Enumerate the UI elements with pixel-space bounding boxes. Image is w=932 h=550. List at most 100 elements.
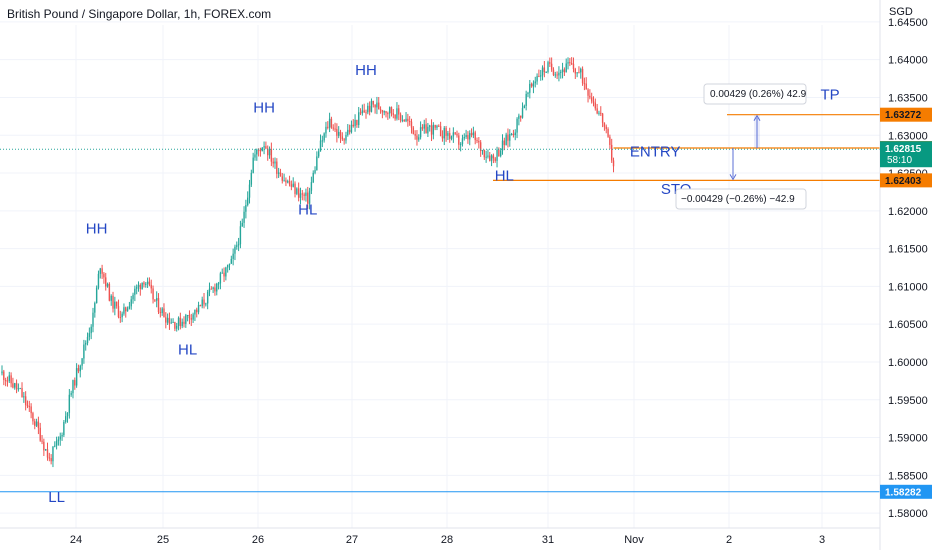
candle-body [459, 144, 462, 146]
candle-body [308, 190, 311, 204]
candle-body [470, 133, 473, 136]
candle-body [343, 139, 345, 141]
candle-body [552, 69, 555, 75]
candle-body [279, 172, 282, 177]
candle-body [214, 287, 216, 292]
candle-body [481, 150, 484, 152]
candle-body [59, 436, 61, 440]
candle-body [259, 150, 262, 152]
candle-body [538, 76, 540, 78]
candle-body [95, 287, 98, 304]
annotation-hl: HL [495, 168, 514, 185]
candle-body [541, 67, 544, 76]
candle-body [388, 107, 391, 114]
stop-price-badge-bg [880, 173, 932, 188]
candle-body [34, 421, 36, 426]
candle-body [378, 102, 380, 110]
candle-body [523, 105, 526, 109]
candle-body [15, 383, 18, 390]
candle-body [114, 301, 116, 309]
candle-body [277, 172, 280, 174]
candle-body [199, 305, 202, 307]
candle-body [352, 124, 354, 127]
candle-body [208, 288, 211, 292]
candle-body [83, 344, 85, 359]
candle-body [170, 322, 172, 324]
tp-measure-box [703, 83, 807, 105]
candle-body [75, 368, 78, 386]
tp-price-badge: 1.63272 [885, 110, 922, 121]
x-tick-label: 2 [726, 534, 732, 546]
candle-body [254, 154, 256, 158]
candle-body [281, 176, 283, 181]
annotation-hl: HL [178, 341, 197, 358]
candle-body [601, 113, 604, 123]
candle-body [108, 283, 111, 301]
candle-body [478, 141, 480, 143]
candle-body [63, 421, 65, 436]
candle-body [399, 114, 402, 121]
candle-body [288, 181, 291, 185]
candle-body [563, 69, 566, 73]
candle-body [126, 308, 129, 312]
candle-body [516, 118, 518, 133]
candle-body [403, 119, 405, 122]
candle-body [421, 127, 424, 129]
candle-body [580, 68, 582, 73]
candle-body [154, 299, 156, 301]
candle-body [529, 83, 531, 93]
candle-body [449, 133, 451, 139]
candle-body [230, 258, 233, 264]
y-tick-label: 1.63000 [888, 130, 928, 142]
candle-body [203, 299, 205, 305]
candle-body [156, 298, 158, 301]
candle-body [441, 136, 444, 139]
candle-body [345, 134, 347, 141]
candle-body [467, 134, 469, 140]
candle-body [407, 118, 409, 122]
candle-body [143, 282, 145, 285]
candle-body [66, 412, 69, 417]
y-tick-label: 1.64000 [888, 55, 928, 67]
candle-body [196, 309, 198, 313]
candle-body [598, 112, 600, 114]
candle-body [327, 126, 329, 128]
candle-body [94, 303, 96, 313]
candle-body [558, 72, 560, 76]
current-price-badge-bg [880, 141, 932, 168]
candle-body [514, 132, 516, 136]
candle-body [48, 457, 51, 459]
candle-body [416, 135, 418, 140]
candle-body [550, 63, 553, 70]
annotation-tp: TP [821, 87, 840, 104]
candle-body [28, 406, 30, 408]
candle-body [430, 125, 433, 135]
measure-tools: 0.00429 (0.26%) 42.9 −0.00429 (−0.26%) −4… [675, 83, 807, 210]
candle-body [212, 287, 214, 289]
candle-body [554, 74, 556, 76]
candle-body [46, 449, 49, 458]
candle-body [469, 133, 471, 140]
candle-body [6, 380, 9, 382]
candle-body [79, 365, 81, 372]
candle-body [316, 156, 318, 171]
candle-body [332, 127, 334, 129]
candle-body [359, 112, 362, 114]
candle-body [323, 133, 325, 141]
candle-body [545, 71, 547, 73]
candle-body [267, 148, 269, 156]
candle-body [463, 136, 465, 139]
candle-body [1, 371, 3, 374]
candle-body [65, 416, 67, 422]
y-tick-label: 1.63500 [888, 92, 928, 104]
candle-body [339, 131, 342, 137]
y-tick-label: 1.61500 [888, 244, 928, 256]
candle-body [534, 81, 536, 84]
annotation-hh: HH [86, 220, 108, 237]
candle-body [219, 273, 222, 284]
candle-body [26, 405, 29, 407]
candle-body [216, 283, 218, 292]
annotation-entry: ENTRY [630, 143, 681, 160]
candle-body [476, 140, 478, 142]
